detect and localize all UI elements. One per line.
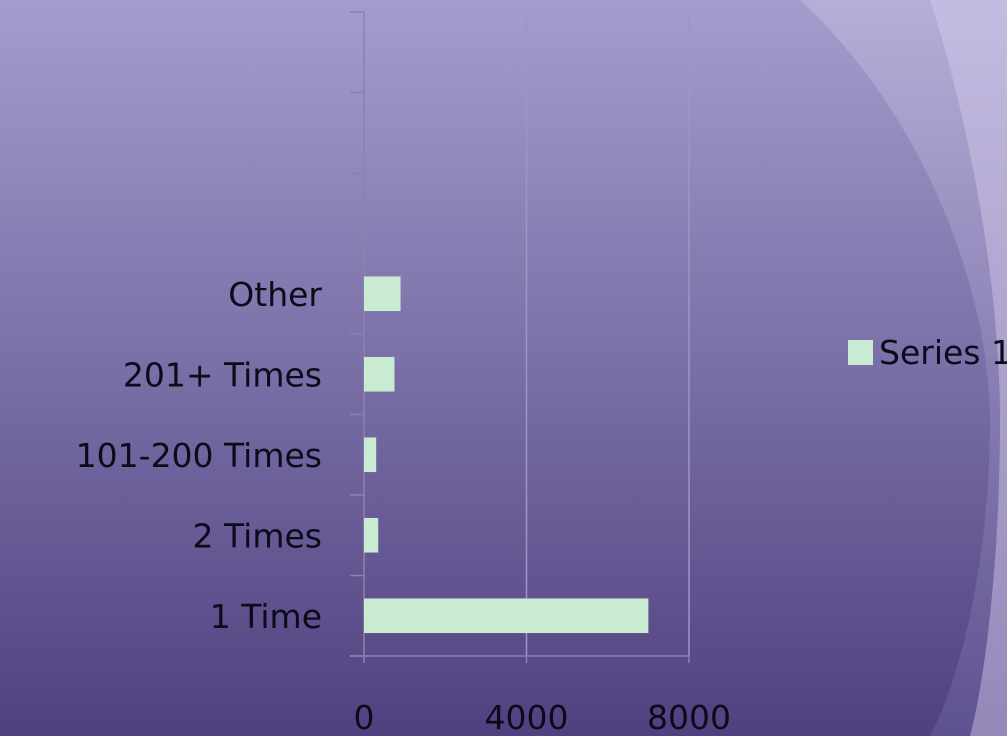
gridlines [525, 12, 690, 656]
legend: Series 1 [848, 332, 1007, 372]
category-label-1: 2 Times [193, 516, 322, 555]
axes [350, 11, 690, 663]
bar-101-200-times [364, 437, 377, 473]
x-tick-label-8000: 8000 [647, 698, 731, 736]
bar-201-times [364, 356, 395, 392]
legend-label-series-1: Series 1 [879, 332, 1007, 372]
bar-2-times [364, 517, 379, 553]
bar-1-time [364, 598, 649, 634]
labels: 0 4000 8000 1 Time 2 Times 101-200 Times 201+ … [76, 275, 731, 736]
x-tick-label-0: 0 [354, 698, 375, 736]
category-label-3: 201+ Times [123, 355, 322, 394]
category-label-2: 101-200 Times [76, 436, 322, 475]
x-tick-label-4000: 4000 [485, 698, 569, 736]
category-label-4: Other [228, 275, 322, 314]
legend-swatch-series-1 [848, 339, 873, 365]
bar-other [364, 276, 401, 312]
category-label-0: 1 Time [210, 597, 322, 636]
bars [364, 276, 649, 634]
